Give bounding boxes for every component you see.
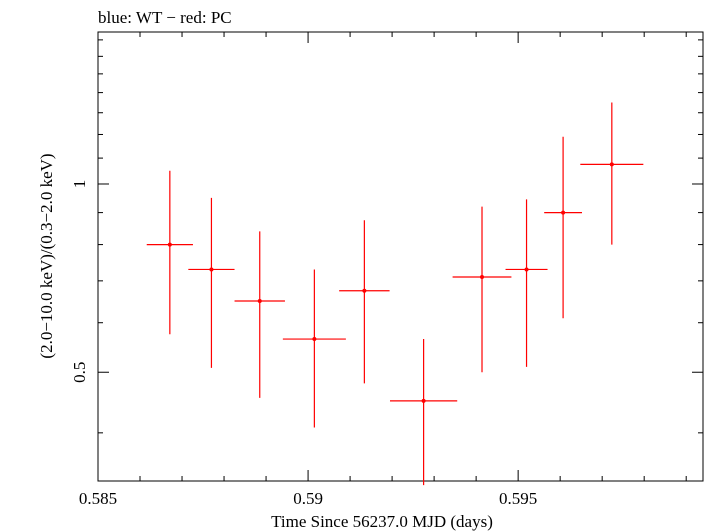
data-marker xyxy=(609,162,614,167)
data-marker xyxy=(312,337,317,342)
data-series-pc xyxy=(146,102,644,486)
data-point xyxy=(282,269,346,428)
x-tick-label: 0.595 xyxy=(499,489,537,508)
chart-title: blue: WT − red: PC xyxy=(98,8,232,27)
data-point xyxy=(188,197,235,368)
data-marker xyxy=(209,267,214,272)
data-point xyxy=(234,231,285,398)
data-marker xyxy=(362,288,367,293)
data-point xyxy=(389,339,458,486)
x-tick-label: 0.59 xyxy=(293,489,323,508)
axes: 0.585 0.59 0.595 0.5 1 xyxy=(70,32,703,508)
data-point xyxy=(339,220,390,384)
data-marker xyxy=(257,298,262,303)
data-point xyxy=(146,170,193,335)
x-axis-label: Time Since 56237.0 MJD (days) xyxy=(271,512,493,531)
data-marker xyxy=(167,242,172,247)
data-marker xyxy=(524,267,529,272)
x-tick-label: 0.585 xyxy=(79,489,117,508)
data-point xyxy=(544,136,582,319)
data-point xyxy=(452,206,512,373)
plot-frame xyxy=(97,31,704,482)
data-marker xyxy=(480,275,485,280)
data-marker xyxy=(421,398,426,403)
y-tick-label: 0.5 xyxy=(70,362,89,383)
data-point xyxy=(505,199,548,367)
y-axis-label: (2.0−10.0 keV)/(0.3−2.0 keV) xyxy=(37,153,56,358)
y-tick-label: 1 xyxy=(70,180,89,189)
data-point xyxy=(580,102,644,245)
data-marker xyxy=(561,210,566,215)
